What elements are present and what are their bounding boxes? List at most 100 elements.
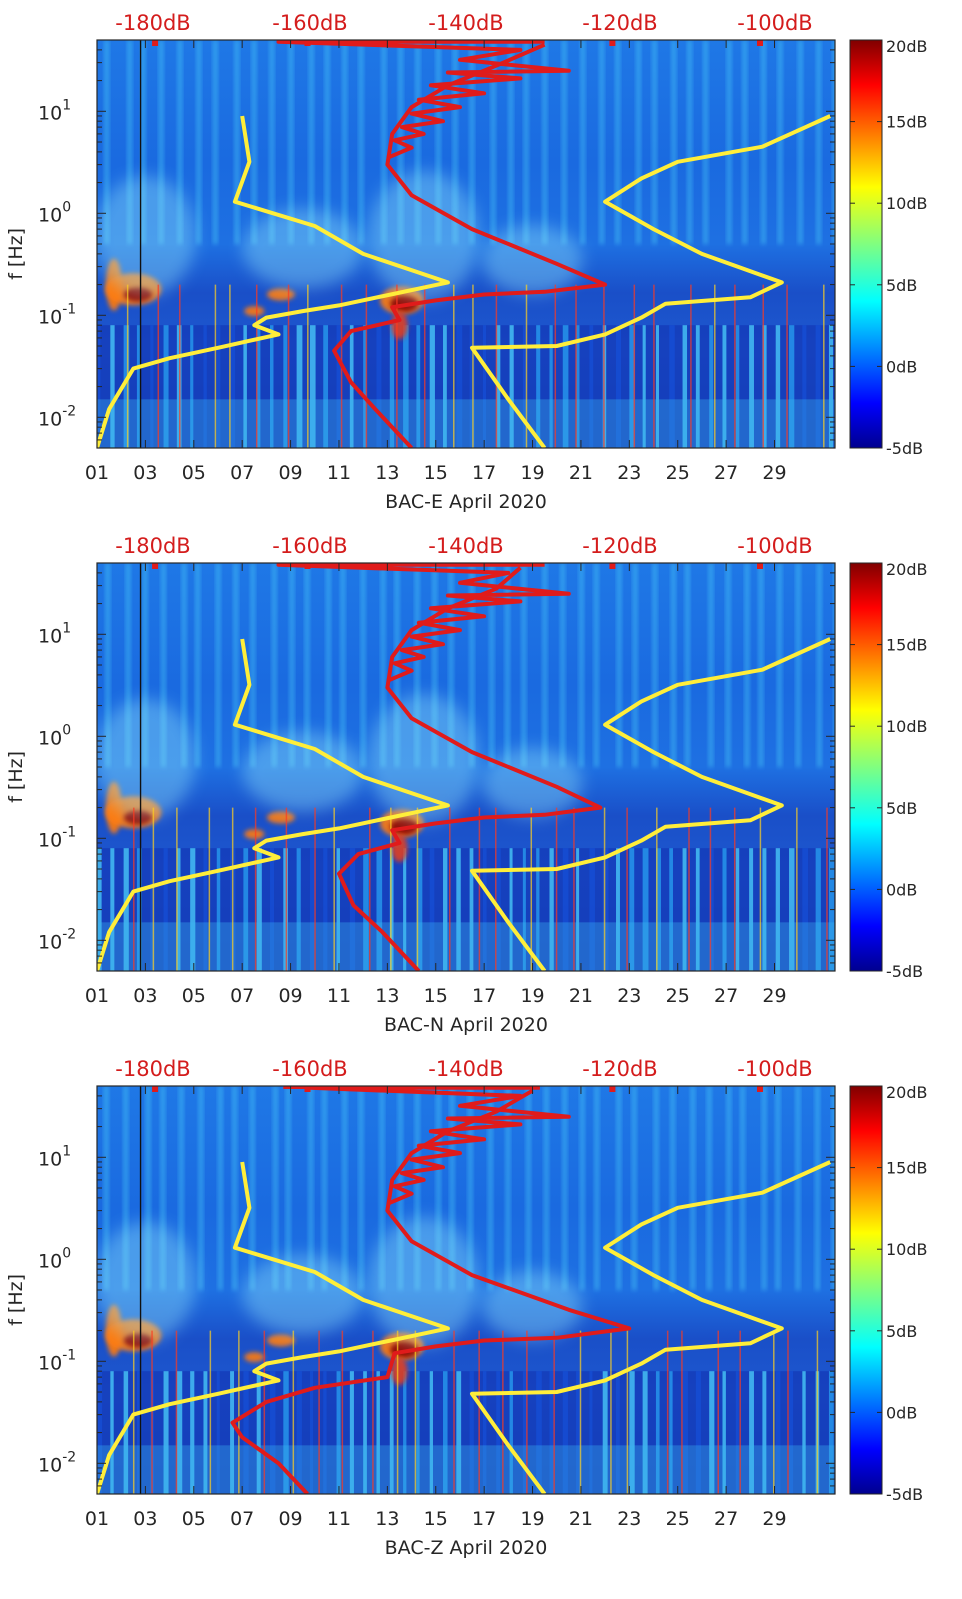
low-freq-strip — [735, 1371, 739, 1494]
streak — [580, 1086, 585, 1290]
colorbar-label: 0dB — [886, 357, 917, 376]
low-freq-strip — [230, 1371, 235, 1494]
low-freq-strip — [735, 325, 740, 448]
streak — [381, 563, 386, 767]
low-freq-strip — [110, 848, 115, 971]
colorbar-label: 10dB — [886, 194, 928, 213]
low-freq-strip — [695, 325, 700, 448]
y-tick-exponent: 0 — [62, 1245, 71, 1261]
x-tick-label: 23 — [617, 985, 641, 1007]
streak — [798, 40, 803, 244]
x-tick-label: 09 — [278, 1508, 302, 1530]
top-db-label: -180dB — [115, 534, 190, 558]
low-freq-strip — [270, 848, 275, 971]
streak — [182, 563, 187, 767]
y-tick-exponent: 1 — [62, 97, 71, 113]
y-tick-label: 101 — [38, 620, 71, 647]
colorbar-label: 15dB — [886, 636, 928, 655]
x-tick-label: 29 — [762, 462, 786, 484]
low-freq-strip — [802, 325, 807, 448]
low-freq-strip — [749, 325, 754, 448]
x-tick-label: 09 — [278, 985, 302, 1007]
noise-cloud — [482, 1270, 583, 1341]
low-freq-strip — [110, 325, 115, 448]
streak — [817, 563, 822, 767]
streak — [508, 40, 513, 244]
streak — [143, 563, 148, 767]
streak — [599, 40, 604, 244]
streak — [594, 563, 599, 767]
streak — [685, 563, 690, 767]
top-db-label: -140dB — [428, 534, 503, 558]
streak — [521, 563, 526, 767]
low-freq-strip — [123, 325, 130, 448]
low-freq-strip — [216, 1371, 220, 1494]
y-tick-exponent: -1 — [62, 1347, 76, 1363]
x-tick-label: 05 — [182, 1508, 206, 1530]
streak — [775, 1086, 780, 1290]
streak — [816, 40, 821, 244]
x-tick-label: 17 — [472, 1508, 496, 1530]
streak — [105, 563, 110, 767]
streak — [340, 563, 345, 767]
streak — [359, 1086, 364, 1290]
streak — [758, 563, 763, 767]
y-tick-exponent: -1 — [62, 301, 76, 317]
y-axis-title: f [Hz] — [5, 751, 27, 803]
streak — [126, 563, 131, 767]
low-freq-strip — [336, 848, 340, 971]
colorbar-label: 10dB — [886, 1240, 928, 1259]
low-freq-strip — [749, 848, 754, 971]
noise-cloud — [482, 224, 583, 295]
low-freq-strip — [363, 325, 367, 448]
low-freq-strip — [283, 848, 288, 971]
x-tick-label: 05 — [182, 985, 206, 1007]
x-tick-label: 13 — [375, 985, 399, 1007]
low-freq-strip — [562, 1371, 568, 1494]
y-tick-label: 100 — [38, 199, 71, 226]
streak — [286, 1086, 291, 1290]
y-tick-exponent: -2 — [62, 926, 76, 942]
low-freq-strip — [669, 848, 673, 971]
low-freq-strip — [456, 1371, 462, 1494]
colorbar-label: -5dB — [886, 439, 923, 458]
streak — [195, 563, 200, 767]
low-freq-strip — [616, 325, 622, 448]
top-db-label: -160dB — [272, 11, 347, 35]
streak — [415, 1086, 420, 1290]
top-red-bar — [283, 1086, 540, 1089]
yellow-noise-model-2 — [470, 114, 832, 448]
streak — [524, 40, 529, 244]
lowest-band — [97, 399, 835, 448]
noise-cloud — [242, 1254, 363, 1335]
x-tick-label: 19 — [520, 985, 544, 1007]
low-freq-strip — [283, 1371, 289, 1494]
streak — [381, 40, 386, 244]
colorbar-label: 5dB — [886, 276, 917, 295]
low-freq-strip — [709, 325, 714, 448]
streak — [250, 1086, 255, 1290]
streak — [233, 563, 238, 767]
y-tick-label: 10-2 — [38, 926, 76, 953]
noise-cloud — [242, 208, 363, 289]
low-freq-strip — [616, 1371, 620, 1494]
streak — [580, 40, 585, 244]
low-freq-strip — [762, 325, 767, 448]
low-freq-strip — [403, 848, 407, 971]
low-freq-strip — [243, 848, 249, 971]
colorbar-label: 20dB — [886, 560, 928, 579]
low-freq-strip — [642, 848, 649, 971]
colorbar-label: 5dB — [886, 799, 917, 818]
x-tick-label: 01 — [85, 985, 109, 1007]
low-freq-strip — [323, 325, 329, 448]
low-freq-strip — [443, 325, 447, 448]
streak — [726, 563, 731, 767]
yellow-noise-model-1 — [97, 638, 450, 971]
low-freq-strip — [309, 325, 316, 448]
x-tick-label: 03 — [133, 462, 157, 484]
x-tick-label: 05 — [182, 462, 206, 484]
low-freq-strip — [403, 325, 409, 448]
streak — [325, 40, 330, 244]
yellow-noise-model-2 — [470, 1160, 832, 1494]
low-freq-strip — [296, 848, 301, 971]
